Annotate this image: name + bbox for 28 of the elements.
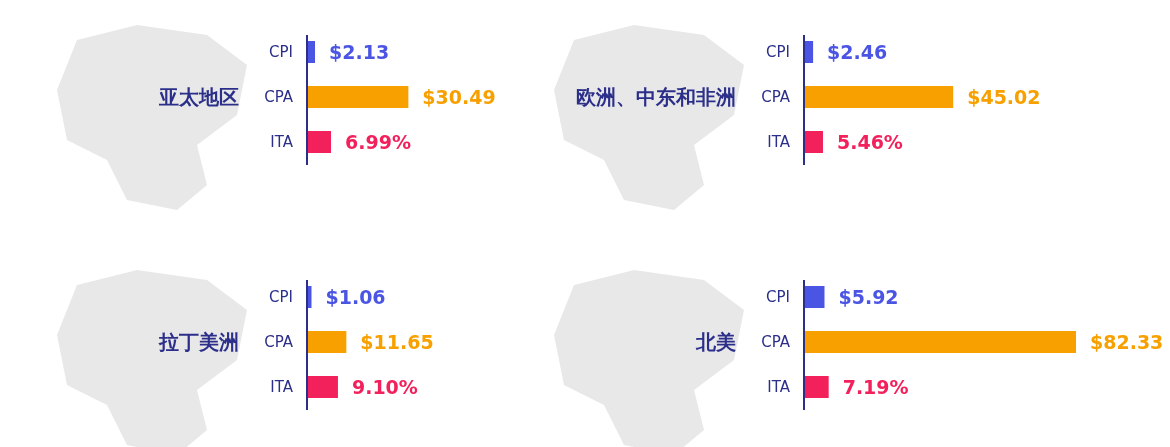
y-tick-label: CPA — [264, 333, 294, 351]
data-label: $5.92 — [838, 286, 899, 308]
y-tick-label: ITA — [767, 133, 791, 151]
text: 拉丁美洲 — [158, 330, 239, 354]
y-tick-label: CPI — [269, 288, 293, 306]
data-label: 6.99% — [345, 131, 411, 153]
data-label: $45.02 — [967, 86, 1041, 108]
y-tick-label: CPA — [761, 333, 791, 351]
text: 亚太地区 — [158, 85, 239, 109]
y-tick-label: CPI — [269, 43, 293, 61]
data-label: $30.49 — [422, 86, 496, 108]
y-tick-label: CPA — [264, 88, 294, 106]
data-label: $1.06 — [325, 286, 386, 308]
data-label: $82.33 — [1090, 331, 1164, 353]
y-tick-label: ITA — [270, 133, 294, 151]
data-label: $11.65 — [360, 331, 434, 353]
y-tick-label: ITA — [270, 378, 294, 396]
y-tick-label: CPI — [766, 43, 790, 61]
text: 欧洲、中东和非洲 — [576, 85, 736, 109]
data-label: 5.46% — [836, 131, 903, 153]
y-tick-label: CPA — [761, 88, 791, 106]
data-label: $2.13 — [329, 41, 390, 63]
y-tick-label: ITA — [767, 378, 791, 396]
y-tick-label: CPI — [766, 288, 790, 306]
data-label: 9.10% — [351, 376, 418, 398]
data-label: $2.46 — [827, 41, 888, 63]
data-label: 7.19% — [842, 376, 909, 398]
text: 北美 — [695, 330, 736, 354]
